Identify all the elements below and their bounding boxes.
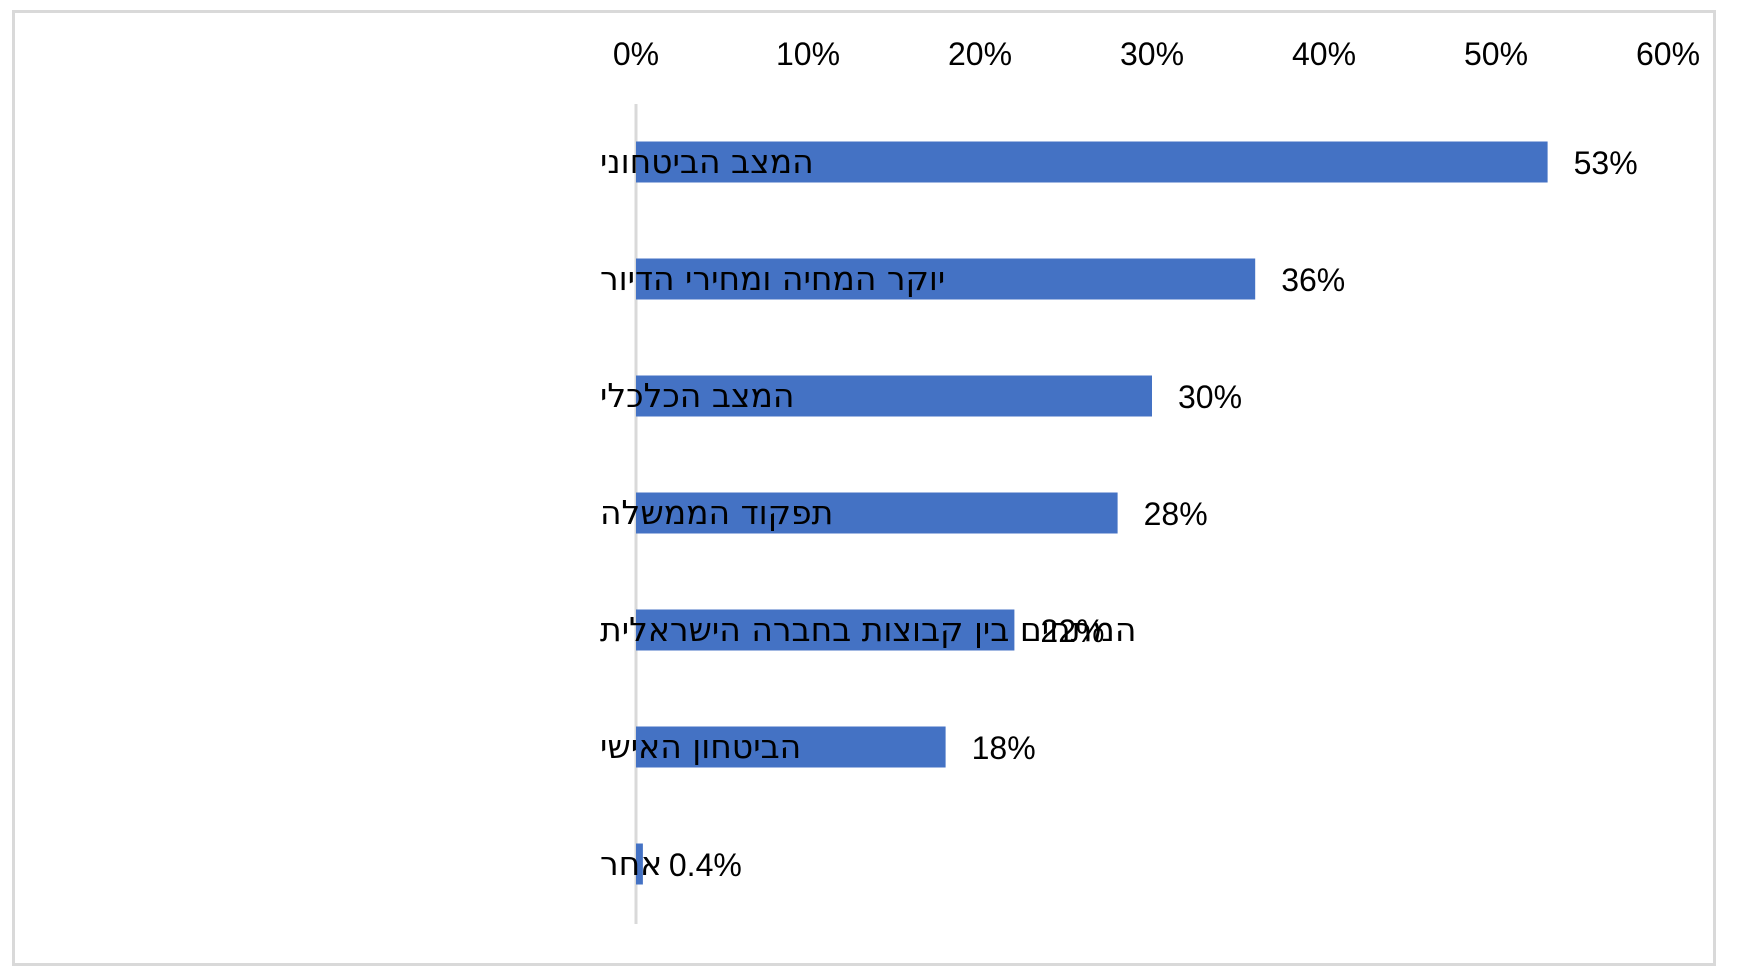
data-label: 0.4%	[669, 847, 742, 883]
category-label: הביטחון האישי	[600, 727, 801, 766]
data-label: 53%	[1574, 145, 1638, 181]
category-label: תפקוד הממשלה	[600, 493, 833, 532]
bar	[636, 492, 1118, 534]
category-label: אחר	[600, 844, 662, 883]
bars-group: המצב הביטחוני 53% יוקר המחיה ומחירי הדיור 3…	[600, 141, 1638, 885]
bar	[636, 375, 1152, 417]
data-label: 28%	[1144, 496, 1208, 532]
x-tick-label: 0%	[613, 36, 659, 72]
data-label: 22%	[1040, 613, 1104, 649]
category-label: המצב הביטחוני	[600, 142, 814, 181]
category-label: המצב הכלכלי	[600, 376, 794, 415]
x-tick-label: 20%	[948, 36, 1012, 72]
x-tick-label: 60%	[1636, 36, 1700, 72]
bar	[636, 141, 1548, 183]
bar	[636, 258, 1256, 300]
bar	[636, 843, 643, 885]
category-label: יוקר המחיה ומחירי הדיור	[600, 259, 945, 298]
x-axis-ticks: 0% 10% 20% 30% 40% 50% 60%	[613, 36, 1700, 72]
x-tick-label: 40%	[1292, 36, 1356, 72]
bar	[636, 609, 1015, 651]
x-tick-label: 10%	[776, 36, 840, 72]
data-label: 30%	[1178, 379, 1242, 415]
bar	[636, 726, 946, 768]
x-tick-label: 50%	[1464, 36, 1528, 72]
x-tick-label: 30%	[1120, 36, 1184, 72]
data-label: 18%	[972, 730, 1036, 766]
data-label: 36%	[1281, 262, 1345, 298]
category-label: המתחים בין קבוצות בחברה הישראלית	[600, 610, 1136, 649]
